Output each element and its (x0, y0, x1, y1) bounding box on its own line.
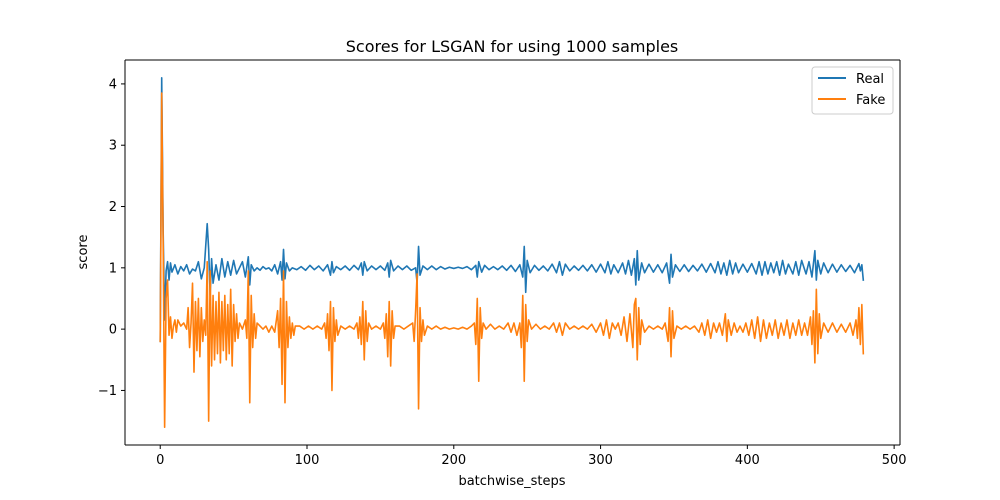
series-layer (159, 76, 865, 429)
y-tick-label: 2 (109, 200, 117, 215)
y-tick-label: 4 (109, 77, 117, 92)
x-tick-label: 100 (295, 453, 320, 468)
plot-background (125, 60, 900, 445)
y-tick-label: 3 (109, 139, 117, 154)
series-line-real (159, 76, 865, 343)
y-tick-label: −1 (98, 384, 117, 399)
legend: Real Fake (811, 66, 894, 115)
y-axis-label: score (76, 235, 91, 270)
legend-label-fake: Fake (856, 93, 885, 108)
y-tick-label: 0 (109, 323, 117, 338)
x-tick-label: 0 (156, 453, 164, 468)
plot-area (124, 59, 901, 446)
y-axis-ticks: −1 0 1 2 3 4 (98, 77, 125, 399)
x-tick-label: 500 (882, 453, 907, 468)
y-tick-label: 1 (109, 261, 117, 276)
x-tick-label: 400 (735, 453, 760, 468)
x-tick-label: 300 (588, 453, 613, 468)
x-axis-ticks: 0 100 200 300 400 500 (156, 445, 907, 468)
x-tick-label: 200 (441, 453, 466, 468)
chart-title: Scores for LSGAN for using 1000 samples (346, 37, 679, 56)
legend-label-real: Real (856, 72, 884, 87)
series-line-fake (159, 92, 865, 429)
axes-frame (124, 59, 901, 446)
x-axis-label: batchwise_steps (458, 474, 565, 489)
